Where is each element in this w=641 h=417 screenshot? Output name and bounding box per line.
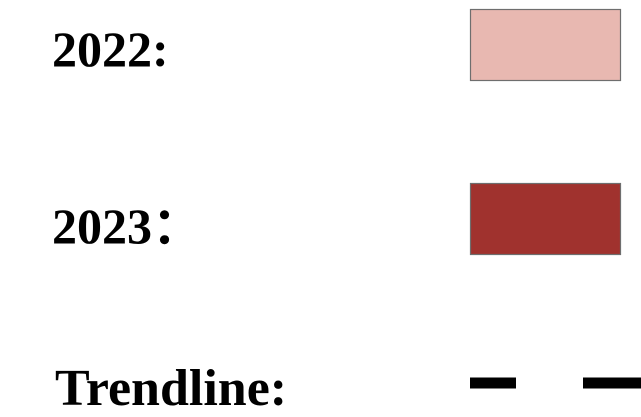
legend-swatch xyxy=(469,8,622,82)
legend-label: Trendline: xyxy=(55,360,287,417)
legend-label: 2023： xyxy=(52,198,202,254)
legend-swatch xyxy=(469,182,622,256)
legend-label: 2022: xyxy=(52,21,169,77)
